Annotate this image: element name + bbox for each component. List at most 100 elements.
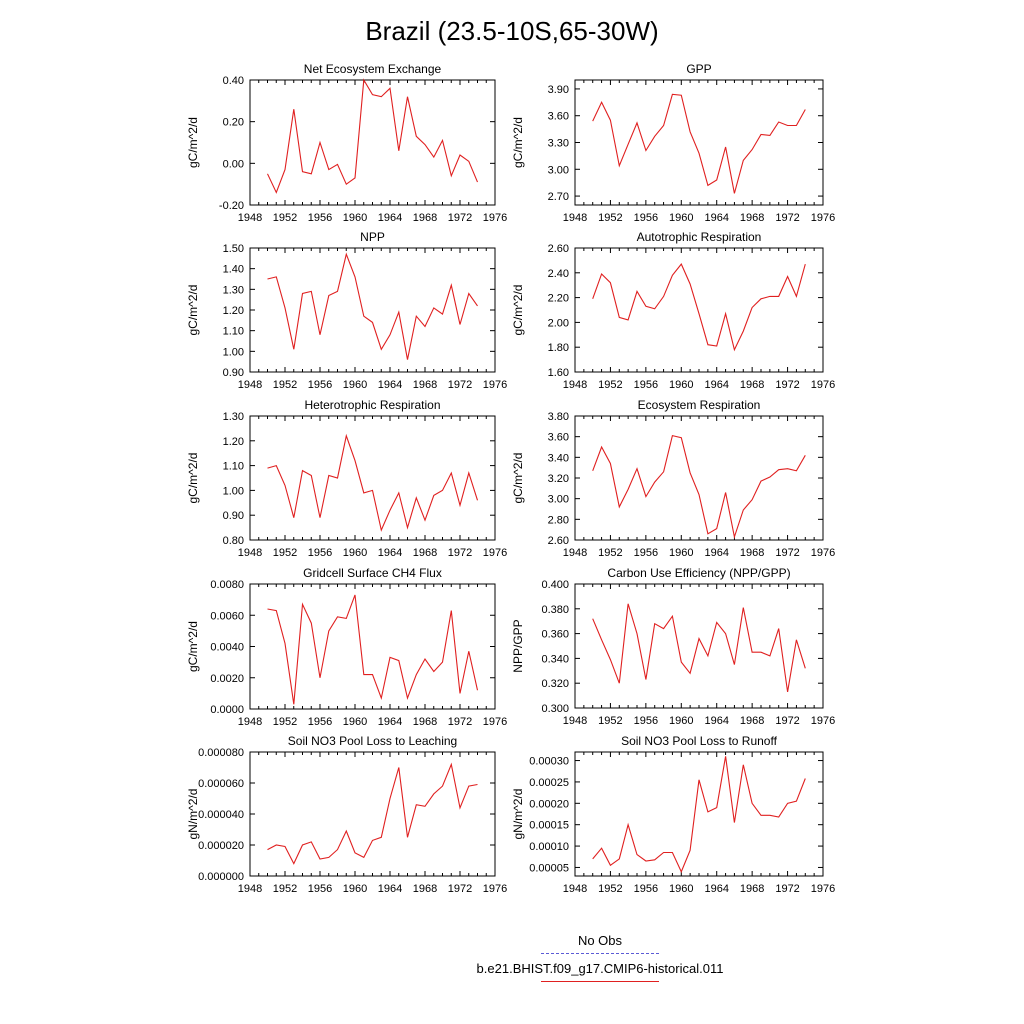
chart-1-frame [249,79,496,206]
chart-10-series-line [592,756,806,874]
chart-6-ytick-label: 3.00 [548,494,569,506]
chart-8-frame [574,583,824,709]
chart-2-xtick-label: 1948 [563,212,587,224]
chart-2-ytick-label: 3.00 [548,164,569,176]
chart-1-series-line [267,78,479,194]
chart-5-ytick-label: 1.00 [223,485,244,497]
chart-7-frame [249,583,496,710]
chart-2-ytick-label: 2.70 [548,191,569,203]
chart-8: Carbon Use Efficiency (NPP/GPP) NPP/GPP 19… [511,566,835,727]
chart-6-ylabel: gC/m^2/d [511,453,525,504]
chart-10-xtick-label: 1968 [740,883,764,895]
chart-4-ytick-label: 2.20 [548,293,569,305]
chart-8-title: Carbon Use Efficiency (NPP/GPP) [607,566,790,580]
chart-9-xtick-label: 1964 [378,883,402,895]
chart-3-ytick-label: 1.00 [223,346,244,358]
chart-8-series-line [592,603,806,692]
chart-1-ytick-label: 0.40 [223,75,244,87]
chart-2-series-line [592,93,806,194]
chart-10: Soil NO3 Pool Loss to Runoff gN/m^2/d 1948… [511,734,835,895]
chart-1-xtick-label: 1952 [273,212,297,224]
chart-7-title: Gridcell Surface CH4 Flux [303,566,442,580]
chart-1-xtick-label: 1976 [483,212,507,224]
chart-2-ylabel: gC/m^2/d [511,117,525,168]
chart-2-ytick-label: 3.30 [548,138,569,150]
legend-item-model: b.e21.BHIST.f09_g17.CMIP6-historical.011 [440,960,760,982]
chart-9: Soil NO3 Pool Loss to Leaching gN/m^2/d 19… [186,734,507,895]
panels: Net Ecosystem Exchange gC/m^2/d 1948 1952 19… [186,62,835,895]
chart-4-xtick-label: 1976 [811,379,835,391]
chart-7-xtick-label: 1952 [273,716,297,728]
chart-1-ytick-label: 0.00 [223,158,244,170]
chart-6-frame [574,415,824,541]
chart-7-ytick-label: 0.0020 [210,673,244,685]
chart-7-ytick-label: 0.0000 [210,704,244,716]
chart-5-xtick-label: 1968 [413,547,437,559]
chart-4-ytick-label: 1.60 [548,367,569,379]
chart-2-frame [574,79,824,206]
chart-5: Heterotrophic Respiration gC/m^2/d 1948 195… [186,398,507,559]
legend-label-model: b.e21.BHIST.f09_g17.CMIP6-historical.011 [476,961,724,976]
chart-5-xtick-label: 1952 [273,547,297,559]
chart-2-xtick-label: 1956 [634,212,658,224]
chart-8-xtick-label: 1956 [634,715,658,727]
chart-7-ytick-label: 0.0080 [210,579,244,591]
chart-9-ytick-label: 0.000060 [198,778,244,790]
chart-8-xtick-label: 1964 [704,715,728,727]
chart-6-ytick-label: 3.40 [548,452,569,464]
chart-4-xtick-label: 1948 [563,379,587,391]
chart-6-xtick-label: 1960 [669,547,693,559]
chart-7-ylabel: gC/m^2/d [186,621,200,672]
chart-8-ytick-label: 0.320 [541,678,569,690]
chart-4-xtick-label: 1964 [704,379,728,391]
chart-1-xtick-label: 1972 [448,212,472,224]
chart-1-xtick-label: 1956 [308,212,332,224]
chart-6-xtick-label: 1968 [740,547,764,559]
chart-10-ytick-label: 0.00025 [529,777,569,789]
chart-10-xtick-label: 1952 [598,883,622,895]
chart-1-xtick-label: 1968 [413,212,437,224]
chart-10-xtick-label: 1948 [563,883,587,895]
chart-6-xtick-label: 1948 [563,547,587,559]
chart-3-frame [249,247,496,373]
chart-1-xtick-label: 1948 [238,212,262,224]
chart-8-xtick-label: 1960 [669,715,693,727]
chart-5-xtick-label: 1960 [343,547,367,559]
chart-4-xtick-label: 1952 [598,379,622,391]
chart-1-ytick-label: -0.20 [219,200,244,212]
chart-9-xtick-label: 1952 [273,883,297,895]
chart-4-xtick-label: 1956 [634,379,658,391]
chart-1-xtick-label: 1964 [378,212,402,224]
chart-2-xtick-label: 1952 [598,212,622,224]
chart-7-xtick-label: 1972 [448,716,472,728]
chart-8-ytick-label: 0.300 [541,703,569,715]
chart-10-xtick-label: 1956 [634,883,658,895]
chart-6-ytick-label: 3.20 [548,473,569,485]
legend-item-no-obs: No Obs [440,932,760,954]
chart-9-xtick-label: 1976 [483,883,507,895]
chart-2: GPP gC/m^2/d 1948 1952 1956 1960 1964 1968 1972 1… [511,62,835,224]
chart-9-ytick-label: 0.000000 [198,871,244,883]
chart-5-xtick-label: 1964 [378,547,402,559]
legend-line-model [541,981,659,982]
chart-2-xtick-label: 1976 [811,212,835,224]
chart-8-ytick-label: 0.340 [541,653,569,665]
chart-3-ytick-label: 1.10 [223,326,244,338]
chart-8-ytick-label: 0.360 [541,629,569,641]
chart-10-ytick-label: 0.00015 [529,820,569,832]
chart-3-xtick-label: 1952 [273,379,297,391]
chart-6-ytick-label: 2.80 [548,514,569,526]
chart-1-title: Net Ecosystem Exchange [304,62,442,76]
chart-6-series-line [592,434,806,540]
chart-6-xtick-label: 1972 [775,547,799,559]
chart-5-xtick-label: 1972 [448,547,472,559]
chart-10-ytick-label: 0.00030 [529,756,569,768]
figure-title: Brazil (23.5-10S,65-30W) [365,16,658,46]
chart-9-series-line [267,762,478,865]
chart-6-title: Ecosystem Respiration [638,398,761,412]
chart-3-xtick-label: 1956 [308,379,332,391]
chart-7-xtick-label: 1948 [238,716,262,728]
legend: No Obs b.e21.BHIST.f09_g17.CMIP6-histori… [440,932,760,982]
chart-10-xtick-label: 1964 [704,883,728,895]
